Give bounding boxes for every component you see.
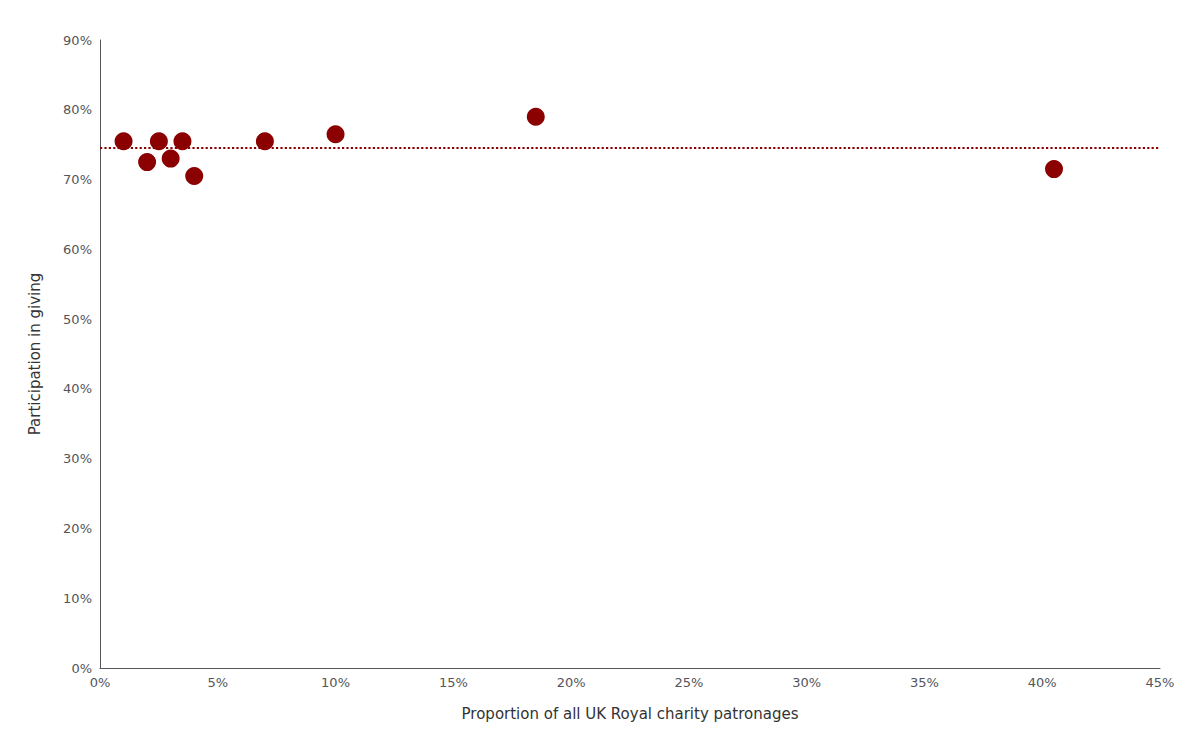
svg-text:70%: 70% <box>63 172 92 187</box>
svg-text:40%: 40% <box>63 381 92 396</box>
svg-text:30%: 30% <box>792 675 821 690</box>
svg-text:Proportion of all UK Royal cha: Proportion of all UK Royal charity patro… <box>462 705 799 723</box>
svg-text:10%: 10% <box>63 591 92 606</box>
svg-text:0%: 0% <box>90 675 111 690</box>
svg-text:40%: 40% <box>1028 675 1057 690</box>
svg-text:15%: 15% <box>439 675 468 690</box>
svg-text:0%: 0% <box>71 661 92 676</box>
svg-text:90%: 90% <box>63 33 92 48</box>
svg-text:80%: 80% <box>63 102 92 117</box>
svg-text:45%: 45% <box>1146 675 1175 690</box>
svg-text:10%: 10% <box>321 675 350 690</box>
svg-text:5%: 5% <box>207 675 228 690</box>
svg-text:35%: 35% <box>910 675 939 690</box>
svg-text:30%: 30% <box>63 451 92 466</box>
svg-text:50%: 50% <box>63 312 92 327</box>
svg-text:Participation in giving: Participation in giving <box>26 273 44 436</box>
svg-text:20%: 20% <box>63 521 92 536</box>
svg-text:20%: 20% <box>557 675 586 690</box>
svg-text:25%: 25% <box>674 675 703 690</box>
svg-text:60%: 60% <box>63 242 92 257</box>
